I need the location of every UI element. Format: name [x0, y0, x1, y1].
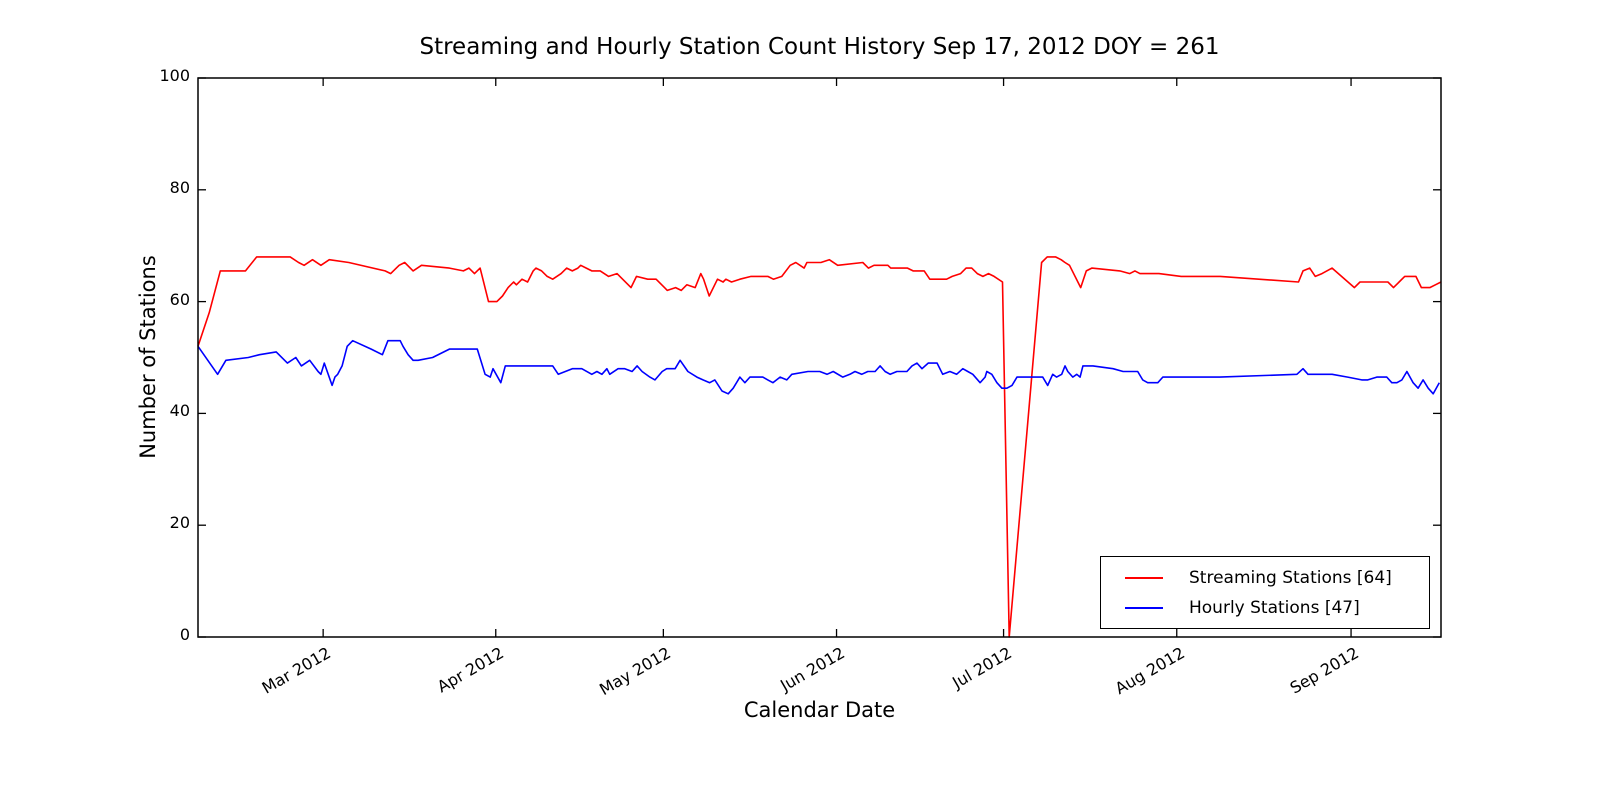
legend: Streaming Stations [64] Hourly Stations …	[1100, 556, 1430, 629]
x-tick-label: Jul 2012	[948, 643, 1015, 693]
axes-frame	[197, 77, 1442, 638]
hourly-line	[197, 339, 1441, 395]
x-tick-label: Mar 2012	[258, 643, 335, 698]
y-tick-label: 60	[169, 289, 190, 309]
y-tick-label: 100	[159, 66, 190, 85]
x-tick-label: Aug 2012	[1111, 643, 1188, 699]
plot-area	[197, 77, 1442, 638]
x-tick-label: Jun 2012	[776, 643, 848, 695]
y-tick-label: 20	[169, 513, 190, 533]
x-axis-label: Calendar Date	[743, 698, 896, 722]
legend-label-streaming: Streaming Stations [64]	[1189, 567, 1392, 588]
y-tick-label: 0	[179, 625, 190, 644]
y-tick-label: 80	[169, 177, 190, 197]
x-tick-label: May 2012	[596, 643, 675, 700]
legend-entry-hourly: Hourly Stations [47]	[1101, 597, 1429, 619]
legend-entry-streaming: Streaming Stations [64]	[1101, 567, 1429, 589]
streaming-line	[197, 256, 1442, 638]
streaming-line-swatch	[1125, 576, 1163, 579]
hourly-line-swatch	[1125, 606, 1163, 609]
legend-label-hourly: Hourly Stations [47]	[1189, 597, 1360, 618]
y-tick-label: 40	[169, 401, 190, 421]
chart-title: Streaming and Hourly Station Count Histo…	[419, 34, 1220, 60]
x-tick-label: Sep 2012	[1286, 643, 1363, 698]
y-axis-label: Number of Stations	[136, 255, 160, 459]
x-tick-label: Apr 2012	[433, 643, 507, 697]
